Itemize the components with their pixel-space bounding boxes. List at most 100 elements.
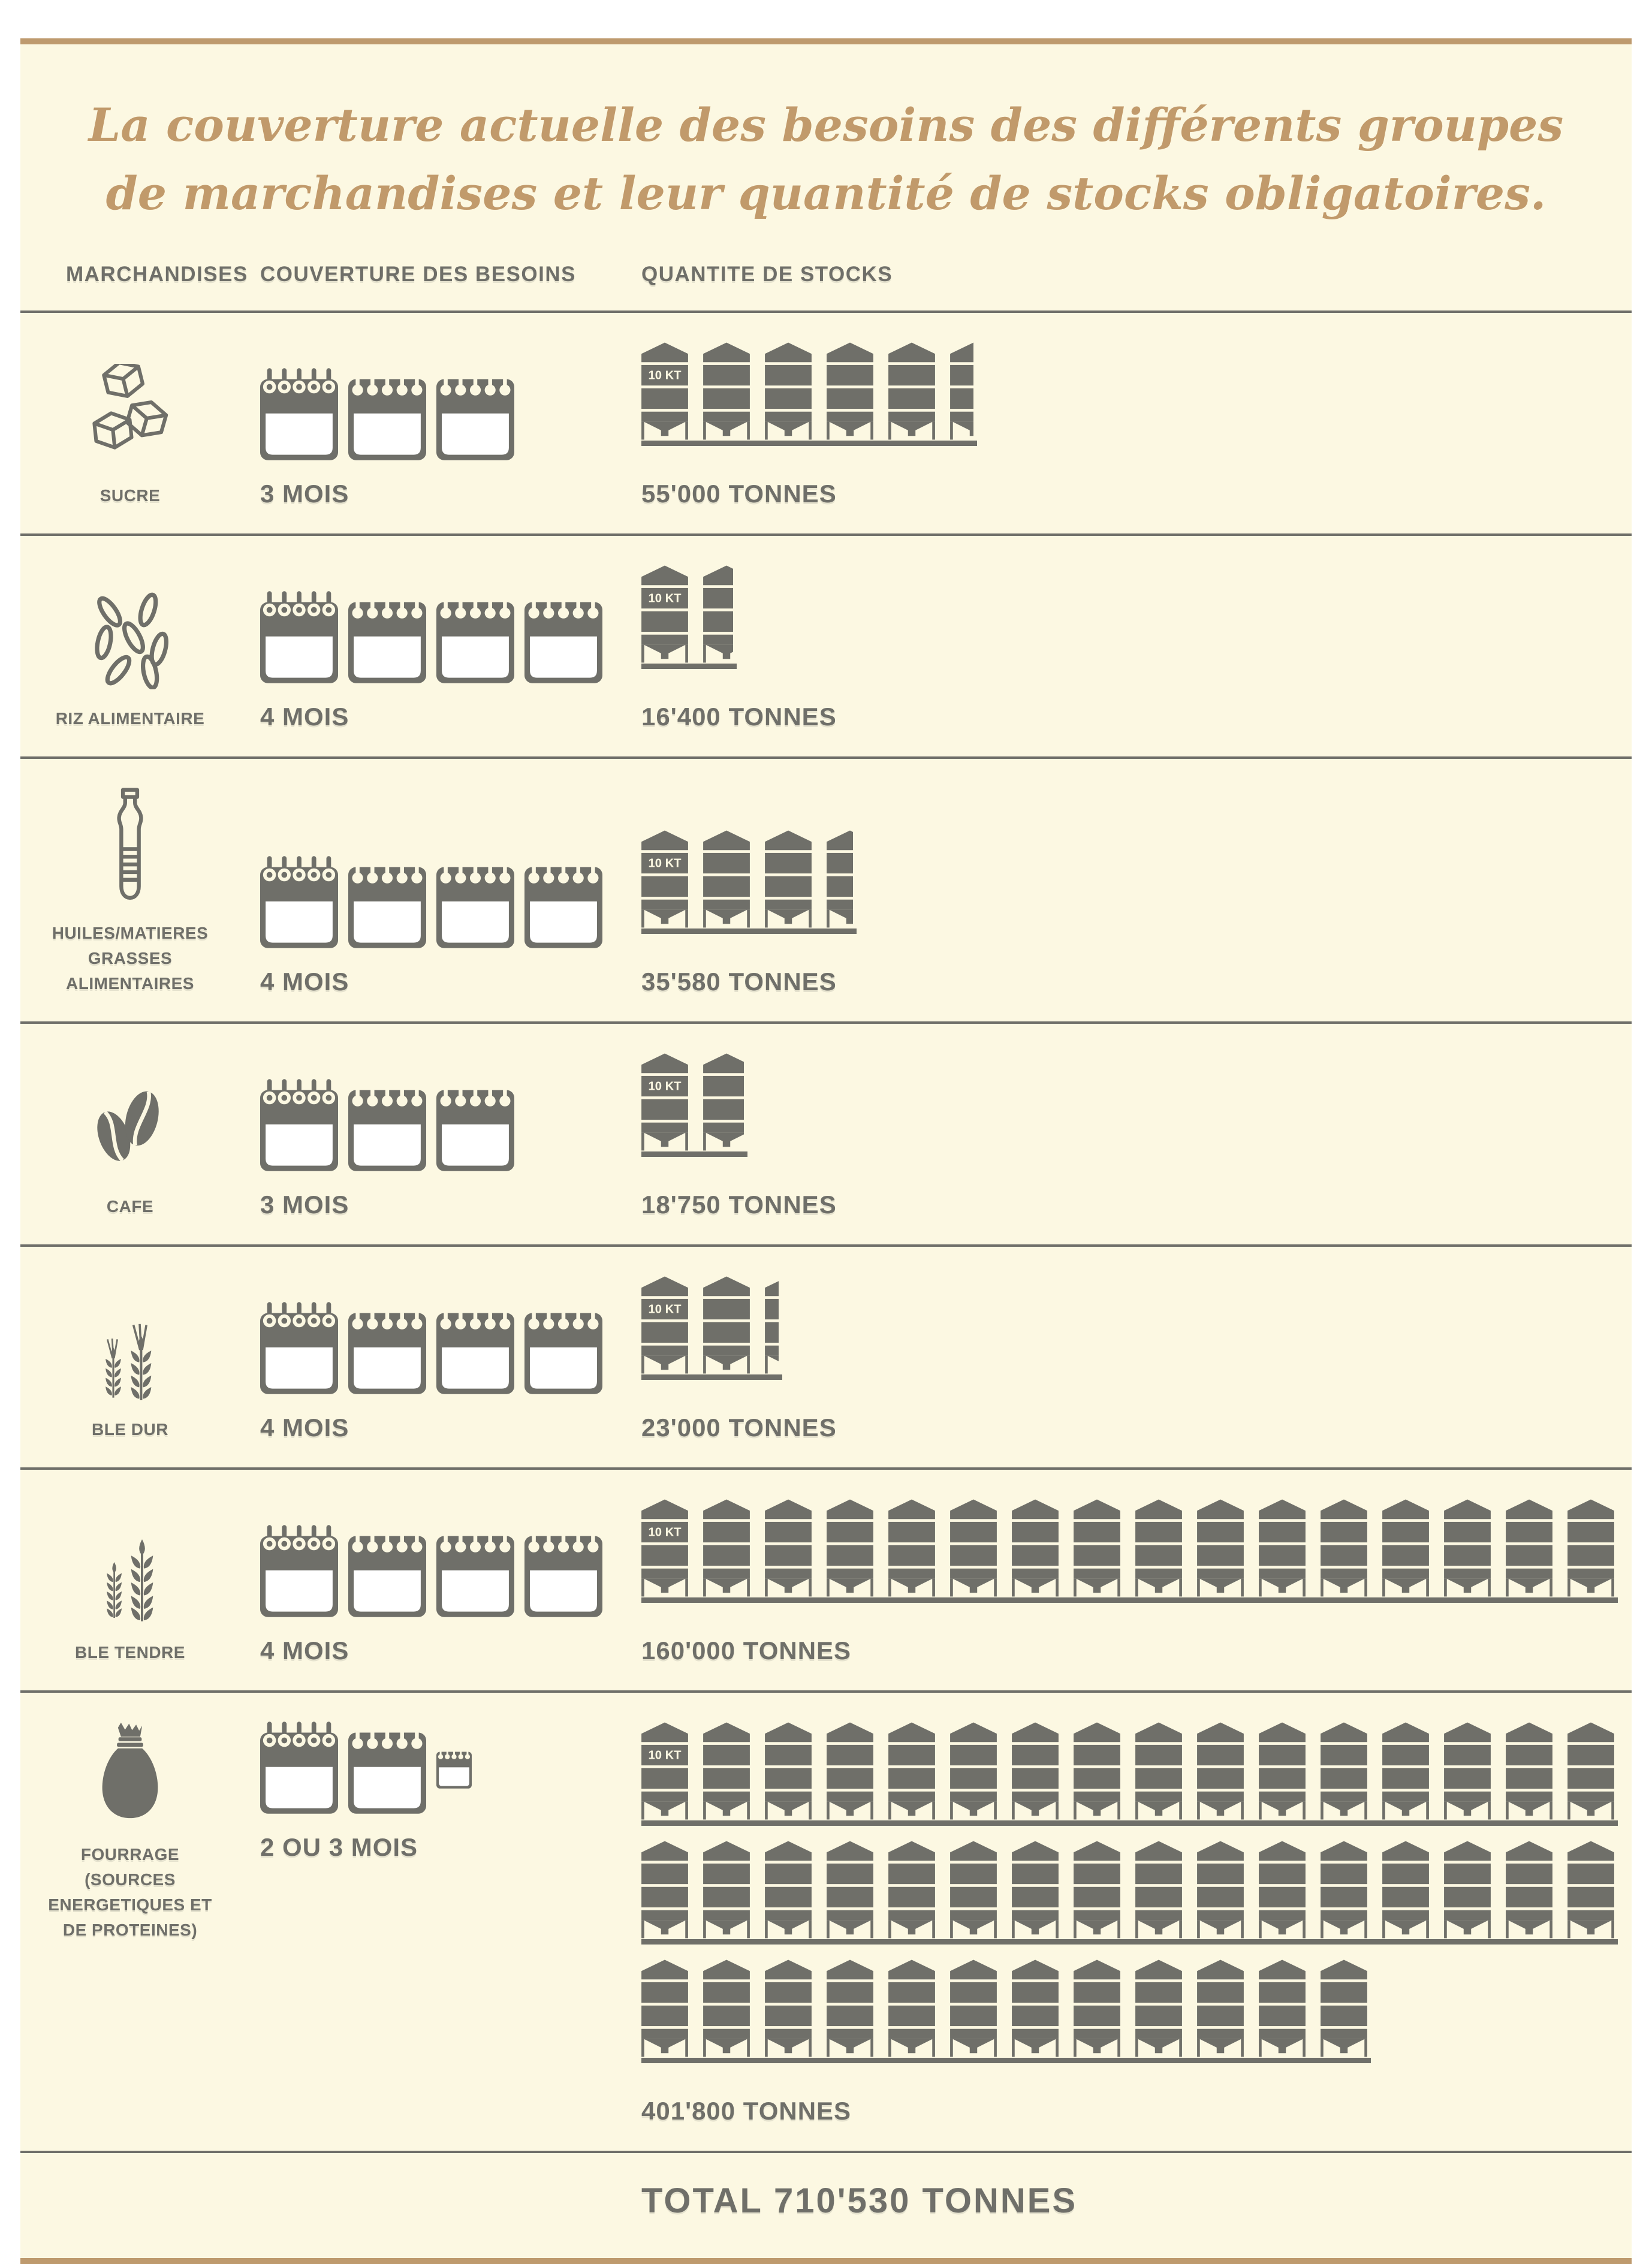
page-title: La couverture actuelle des besoins des d… (20, 44, 1632, 263)
stock-label: 401'800 TONNES (641, 2097, 852, 2125)
silo-icon (1382, 1499, 1429, 1597)
silo-icon (1135, 1722, 1182, 1820)
partial-silo-icon (827, 830, 853, 928)
svg-text:10 KT: 10 KT (648, 1303, 682, 1316)
total-row: TOTAL 710'530 TONNES (20, 2151, 1632, 2258)
silo-icon (1259, 1841, 1306, 1939)
coverage-label: 4 MOIS (260, 1413, 349, 1442)
silo-icons: 10 KT (641, 1276, 779, 1374)
silo-icon (888, 342, 935, 440)
calendar-icon (436, 1536, 514, 1617)
silo-icon (888, 1959, 935, 2057)
silo-row: 10 KT (641, 565, 737, 669)
silo-icon (950, 1499, 997, 1597)
calendar-icon (436, 867, 514, 948)
column-headers: MARCHANDISES COUVERTURE DES BESOINS QUAN… (20, 263, 1632, 310)
silo-icon (1444, 1499, 1491, 1597)
infographic: La couverture actuelle des besoins des d… (0, 38, 1652, 2264)
svg-text:10 KT: 10 KT (648, 857, 682, 870)
silo-icon: 10 KT (641, 1499, 688, 1597)
calendar-icon (436, 1090, 514, 1171)
header-marchandises: MARCHANDISES (66, 263, 248, 286)
silo-icon (1321, 1499, 1367, 1597)
commodity-label: HUILES/MATIERES GRASSES ALIMENTAIRES (52, 924, 209, 993)
silo-icon (703, 830, 750, 928)
silo-icons: 10 KT (641, 1722, 1614, 1820)
silo-icon (1135, 1959, 1182, 2057)
silo-icon: 10 KT (641, 565, 688, 663)
stock-label: 16'400 TONNES (641, 703, 837, 731)
calendar-icon (524, 1313, 602, 1394)
silo-icons (641, 1840, 1614, 1939)
ground-line (641, 1939, 1618, 1945)
calendar-icon (348, 602, 426, 683)
silo-row: 10 KT (641, 1053, 747, 1157)
calendar-icon (260, 1525, 338, 1617)
soft-wheat-icon (94, 1508, 166, 1623)
silo-icon (1444, 1722, 1491, 1820)
silo-icon (827, 1841, 873, 1939)
calendar-icon (260, 368, 338, 460)
oil-bottle-icon (110, 788, 150, 904)
commodity-cell: RIZ ALIMENTAIRE (20, 565, 224, 731)
bottom-accent-bar (20, 2258, 1632, 2264)
ground-line (641, 928, 857, 934)
silo-row: 10 KT (641, 342, 977, 446)
rice-grains-icon (91, 590, 170, 689)
silo-icon (1382, 1722, 1429, 1820)
coverage-cell: 4 MOIS (224, 1499, 620, 1665)
silo-icon (765, 1722, 812, 1820)
svg-text:10 KT: 10 KT (648, 369, 682, 382)
row-ble-tendre: BLE TENDRE 4 MOIS 10 KT (20, 1467, 1632, 1690)
calendar-icons (260, 368, 620, 460)
silo-row (641, 1840, 1618, 1945)
calendar-icon (436, 1313, 514, 1394)
svg-text:10 KT: 10 KT (648, 1749, 682, 1762)
partial-silo-icon (950, 342, 973, 441)
silo-icon (1259, 1722, 1306, 1820)
stock-cell: 10 KT (620, 1499, 1632, 1665)
silo-icon (765, 1841, 812, 1939)
commodity-label: FOURRAGE (SOURCES ENERGETIQUES ET DE PROTE… (48, 1845, 212, 1939)
silo-icon (703, 1499, 750, 1597)
row-huiles: HUILES/MATIERES GRASSES ALIMENTAIRES 4 MO… (20, 756, 1632, 1021)
silo-icon (827, 1722, 873, 1820)
calendar-icon (436, 602, 514, 683)
commodity-cell: CAFE (20, 1053, 224, 1219)
silo-icons (641, 1959, 1367, 2058)
silo-icon (1567, 1722, 1614, 1820)
top-accent-bar (20, 38, 1632, 44)
header-couverture: COUVERTURE DES BESOINS (260, 263, 576, 286)
silo-icon: 10 KT (641, 1053, 688, 1151)
silo-icon (1197, 1499, 1244, 1597)
partial-calendar-icon (436, 1722, 472, 1814)
ground-line (641, 1374, 782, 1380)
commodity-label: CAFE (106, 1197, 154, 1216)
commodity-label: RIZ ALIMENTAIRE (55, 709, 205, 728)
coffee-beans-icon (93, 1076, 167, 1177)
calendar-icons (260, 1302, 620, 1394)
svg-text:10 KT: 10 KT (648, 1526, 682, 1539)
silo-icon (1321, 1722, 1367, 1820)
calendar-icon (348, 1732, 426, 1814)
silo-icon (827, 1959, 873, 2057)
silo-icon (1074, 1499, 1120, 1597)
commodity-rows: SUCRE 3 MOIS 10 KT (20, 310, 1632, 2151)
silo-icon (765, 1499, 812, 1597)
silo-icon (1506, 1841, 1552, 1939)
silo-icon (703, 1722, 750, 1820)
silo-icon (765, 830, 812, 928)
silo-icon (827, 342, 873, 440)
header-quantite: QUANTITE DE STOCKS (641, 263, 893, 286)
silo-icon (888, 1841, 935, 1939)
calendar-icon (436, 1751, 472, 1789)
title-line1: La couverture actuelle des besoins des d… (88, 98, 1564, 152)
silo-icon: 10 KT (641, 1722, 688, 1820)
silo-row: 10 KT (641, 1722, 1618, 1826)
coverage-label: 3 MOIS (260, 480, 349, 508)
silo-icon (703, 1841, 750, 1939)
calendar-icons (260, 591, 620, 683)
stock-cell: 10 KT 18'750 TONNES (620, 1053, 1632, 1219)
commodity-label: BLE TENDRE (75, 1643, 185, 1662)
silo-icon (1012, 1499, 1059, 1597)
